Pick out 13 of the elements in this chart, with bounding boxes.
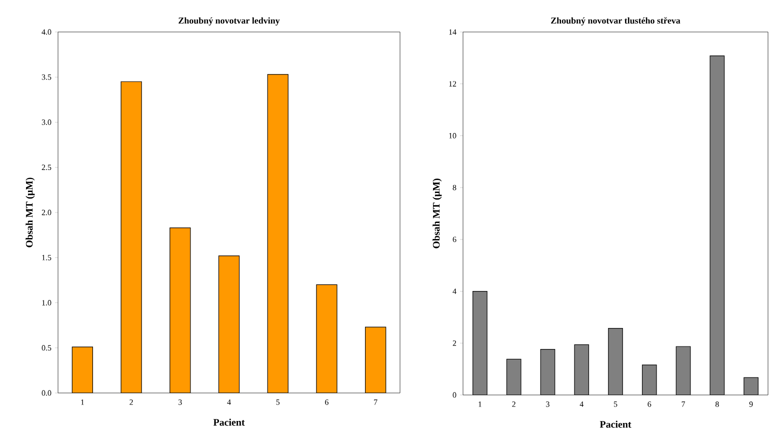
bar (72, 346, 93, 393)
y-axis-title: Obsah MT (µM) (26, 178, 35, 248)
bar (120, 81, 142, 393)
y-axis-title: Obsah MT (µM) (432, 178, 442, 248)
bar (218, 256, 240, 393)
chart-title: Zhoubný novotvar tlustého střeva (551, 17, 680, 26)
x-axis-title: Pacient (600, 420, 632, 428)
bar (170, 228, 191, 393)
x-axis-title: Pacient (213, 418, 245, 426)
chart-title: Zhoubný novotvar ledviny (178, 17, 280, 26)
bar (316, 284, 338, 393)
bar (365, 326, 386, 393)
bar (267, 74, 288, 393)
